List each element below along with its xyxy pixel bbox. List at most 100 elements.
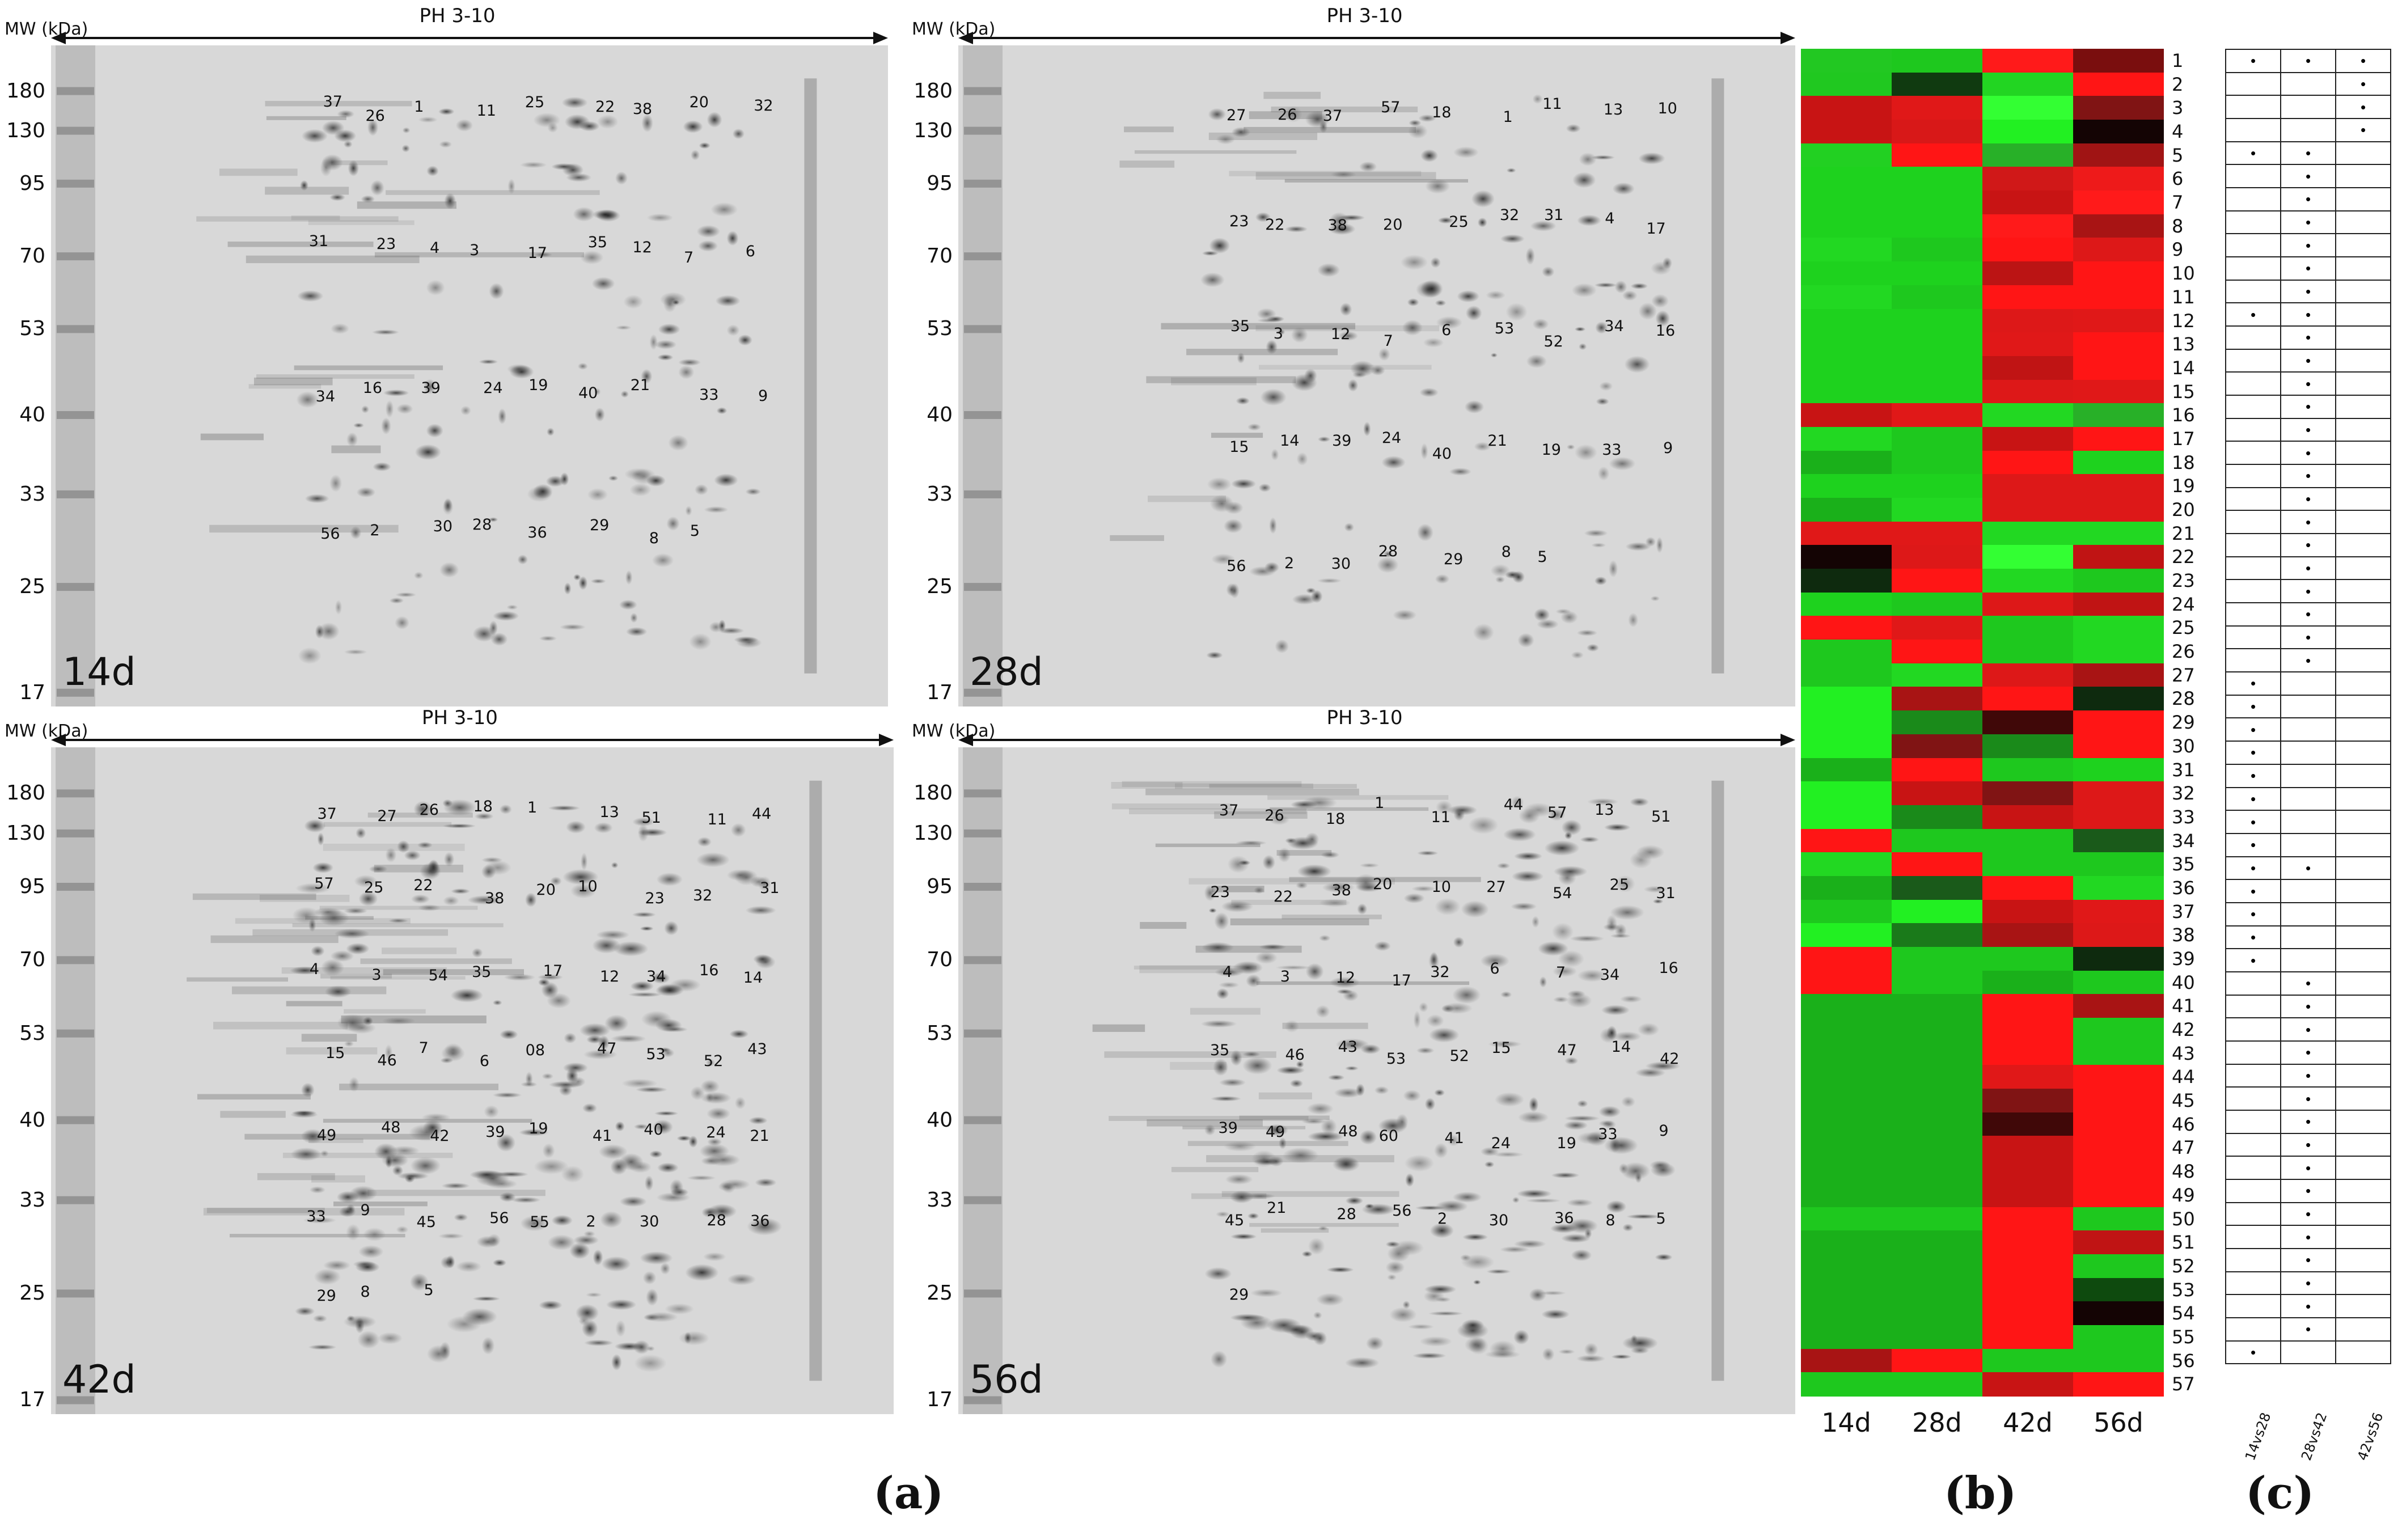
spot-number-label: 40 <box>1432 445 1452 463</box>
heatmap-cell <box>1982 498 2073 522</box>
table-cell <box>2280 879 2336 903</box>
table-cell <box>2335 856 2391 881</box>
table-cell: • <box>2280 533 2336 557</box>
spot-number-label: 23 <box>1210 883 1230 901</box>
heatmap-cell <box>1892 781 1982 806</box>
heatmap-cell <box>2073 758 2164 782</box>
spot-number-label: 14 <box>743 968 763 987</box>
spot-number-label: 26 <box>419 801 439 819</box>
heatmap-cell <box>1801 828 1892 853</box>
spot-number-label: 35 <box>1210 1042 1230 1060</box>
heatmap-cell <box>1982 781 2073 806</box>
table-cell <box>2280 95 2336 120</box>
heatmap-cell <box>1801 545 1892 570</box>
heatmap-cell <box>1892 947 1982 971</box>
heatmap-cell <box>1801 261 1892 286</box>
table-cell: • <box>2280 1201 2336 1226</box>
heatmap-cell <box>1892 994 1982 1019</box>
spot-number-label: 42 <box>430 1127 450 1145</box>
heatmap-cell <box>2073 875 2164 900</box>
mw-tick-label: 53 <box>19 317 45 341</box>
table-row: • <box>2225 164 2391 189</box>
spot-number-label: 56 <box>489 1209 509 1227</box>
heatmap-cell <box>1982 899 2073 924</box>
spot-number-label: 7 <box>1383 332 1393 350</box>
table-row: • <box>2225 118 2391 142</box>
heatmap-row-label: 53 <box>2172 1279 2195 1301</box>
spot-number-label: 22 <box>595 98 615 116</box>
table-cell <box>2225 1225 2281 1249</box>
table-cell <box>2280 902 2336 926</box>
table-cell: • <box>2280 49 2336 73</box>
spot-number-label: 39 <box>485 1123 505 1141</box>
spot-number-label: 32 <box>754 96 773 115</box>
heatmap-cell <box>1982 72 2073 97</box>
heatmap-cell <box>1982 308 2073 333</box>
spot-number-label: 19 <box>528 1119 548 1137</box>
spot-number-label: 3 <box>1280 967 1290 985</box>
heatmap-cell <box>2073 521 2164 546</box>
heatmap-row-label: 13 <box>2172 333 2195 356</box>
spot-number-label: 13 <box>1603 101 1623 119</box>
table-row: • <box>2225 694 2391 719</box>
spot-number-label: 8 <box>1605 1211 1616 1229</box>
heatmap-cell <box>2073 616 2164 641</box>
heatmap-cell <box>2073 238 2164 263</box>
spot-number-label: 48 <box>381 1119 401 1137</box>
heatmap-cell <box>1801 970 1892 995</box>
heatmap-cell <box>2073 1136 2164 1161</box>
heatmap-cell <box>1982 828 2073 853</box>
heatmap-cell <box>1892 1136 1982 1161</box>
table-cell <box>2335 325 2391 350</box>
heatmap-cell <box>2073 308 2164 333</box>
mw-tick-label: 70 <box>927 948 953 972</box>
table-cell <box>2335 1294 2391 1318</box>
table-cell <box>2335 717 2391 742</box>
spot-number-label: 45 <box>1224 1212 1245 1230</box>
spot-number-label: 7 <box>683 249 694 267</box>
table-cell: • <box>2280 371 2336 396</box>
heatmap-cell <box>1892 379 1982 404</box>
table-cell <box>2335 371 2391 396</box>
spot-number-label: 7 <box>418 1039 429 1057</box>
heatmap-cell <box>1892 734 1982 759</box>
heatmap-cell <box>1892 238 1982 263</box>
spot-number-label: 30 <box>1331 555 1351 573</box>
heatmap-cell <box>1982 1160 2073 1184</box>
spot-number-label: 25 <box>364 879 384 897</box>
spot-number-label: 16 <box>1655 321 1676 340</box>
table-row: • <box>2225 625 2391 650</box>
spot-number-label: 23 <box>376 235 396 253</box>
spot-number-label: 51 <box>1651 808 1671 826</box>
table-cell <box>2335 141 2391 166</box>
mw-tick-label: 40 <box>19 403 45 426</box>
heatmap-cell <box>1801 1112 1892 1137</box>
table-cell: • <box>2280 856 2336 881</box>
significance-table-panel-c: • • • • • • • • • • • • • • • • • • • • • • • • • • • • • • • • • • • • • • • •… <box>2225 49 2391 1365</box>
heatmap-cell <box>1801 143 1892 168</box>
heatmap-cell <box>1801 616 1892 641</box>
heatmap-row-label: 1 <box>2172 50 2184 71</box>
table-row: • <box>2225 95 2391 120</box>
spot-number-label: 24 <box>1491 1135 1511 1153</box>
spot-number-label: 17 <box>543 962 563 980</box>
heatmap-cell <box>2073 1230 2164 1255</box>
heatmap-row-label: 23 <box>2172 570 2195 592</box>
table-cell: • <box>2280 210 2336 235</box>
table-cell <box>2335 510 2391 535</box>
spot-number-label: 21 <box>630 376 650 394</box>
mw-tick-label: 180 <box>6 79 45 103</box>
ph-range-label: PH 3-10 <box>419 5 496 27</box>
heatmap-cell <box>1801 781 1892 806</box>
table-row: • <box>2225 348 2391 373</box>
heatmap-row-label: 12 <box>2172 310 2195 332</box>
spot-number-label: 31 <box>308 232 329 251</box>
table-cell: • <box>2280 1109 2336 1134</box>
heatmap-cell <box>1801 1372 1892 1397</box>
gel-day-label: 56d <box>970 1357 1043 1402</box>
table-cell <box>2225 486 2281 511</box>
table-cell <box>2225 1063 2281 1088</box>
heatmap-cell <box>1801 332 1892 357</box>
table-cell <box>2225 233 2281 258</box>
spot-number-label: 46 <box>377 1051 397 1069</box>
